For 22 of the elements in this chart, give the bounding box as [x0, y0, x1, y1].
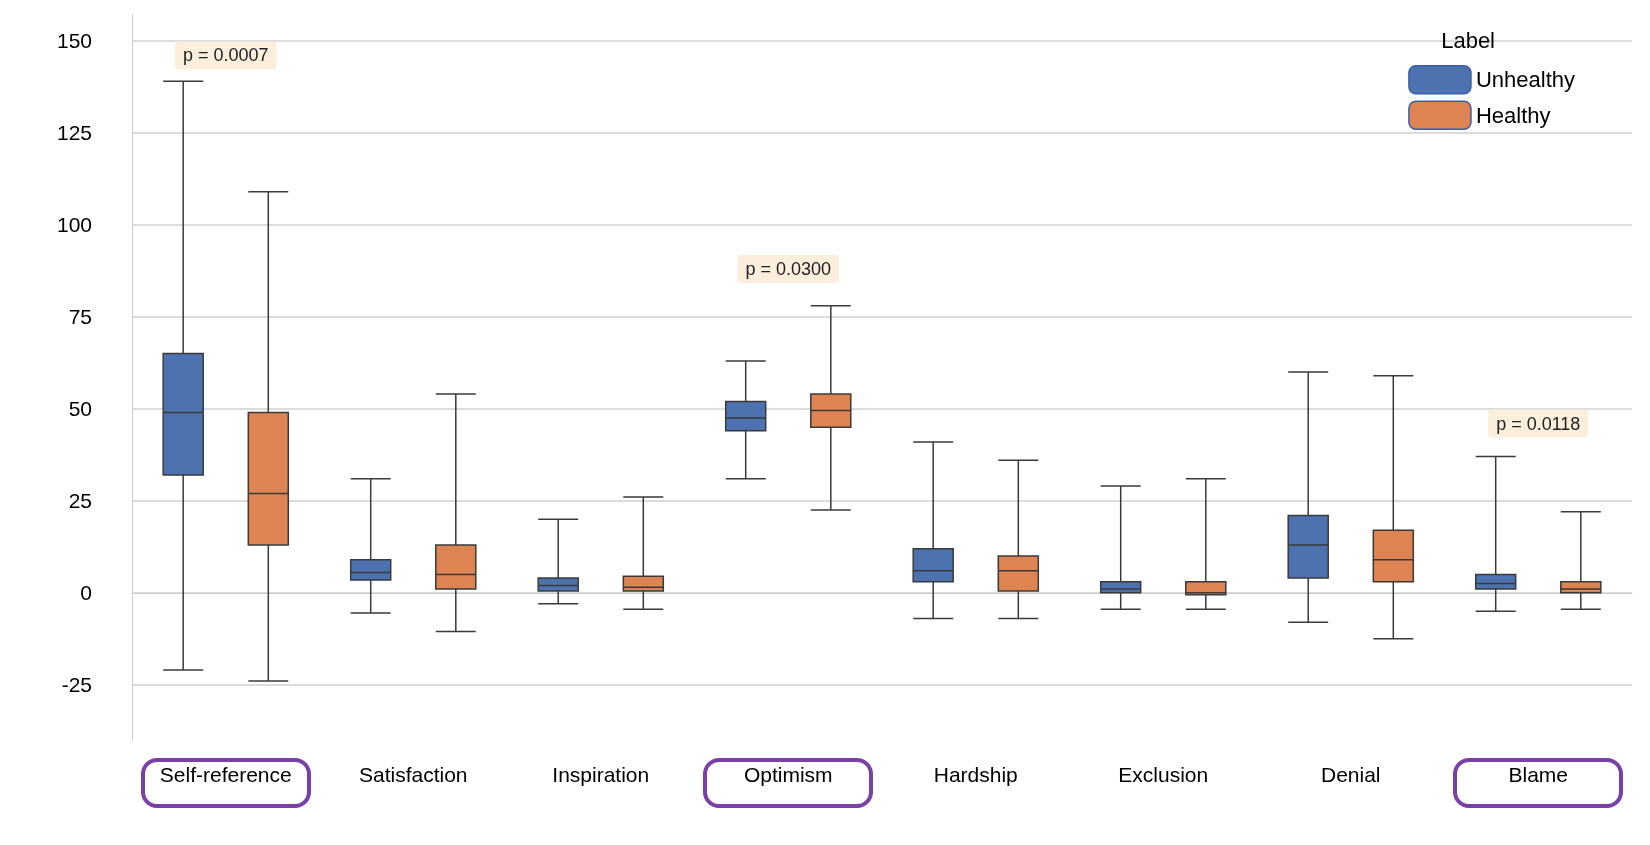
annotation: p = 0.0300 — [745, 258, 832, 279]
legend-label: Unhealthy — [1475, 67, 1576, 93]
annotation: p = 0.0007 — [182, 45, 269, 66]
y-tick-label: 100 — [56, 213, 92, 237]
y-tick-label: 0 — [80, 581, 92, 605]
y-tick-label: 150 — [56, 29, 92, 53]
x-tick-label: Hardship — [933, 763, 1018, 786]
y-tick-label: -25 — [61, 673, 92, 697]
legend-title: Label — [1441, 27, 1496, 53]
x-tick-label: Self-reference — [159, 763, 292, 786]
x-tick-label: Inspiration — [552, 763, 650, 786]
x-tick-label: Optimism — [743, 763, 833, 786]
y-tick-label: 50 — [68, 397, 92, 421]
y-tick-label: 75 — [68, 305, 92, 329]
x-tick-label: Denial — [1320, 763, 1381, 786]
annotation: p = 0.0118 — [1496, 413, 1581, 434]
x-tick-label: Exclusion — [1118, 763, 1209, 786]
y-tick-label: 25 — [68, 489, 92, 513]
y-tick-label: 125 — [56, 121, 92, 145]
x-tick-label: Satisfaction — [358, 763, 468, 786]
x-tick-label: Blame — [1508, 763, 1569, 786]
legend-label: Healthy — [1475, 102, 1551, 128]
